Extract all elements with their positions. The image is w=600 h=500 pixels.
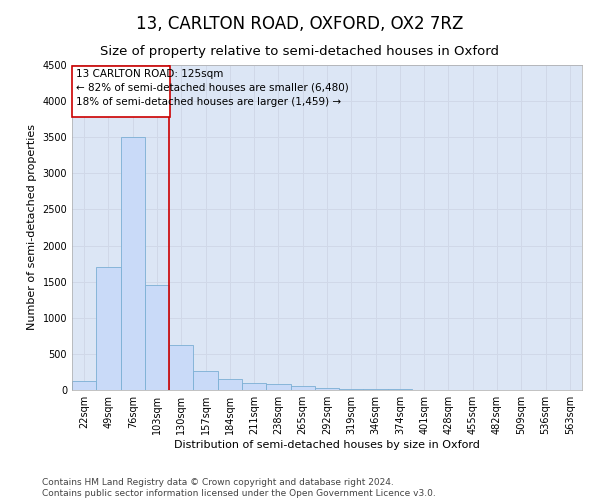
Bar	[339, 388, 364, 390]
Bar	[290, 386, 315, 390]
Text: 13 CARLTON ROAD: 125sqm: 13 CARLTON ROAD: 125sqm	[76, 70, 224, 80]
Bar	[96, 267, 121, 390]
Bar	[315, 388, 339, 390]
Text: Contains HM Land Registry data © Crown copyright and database right 2024.
Contai: Contains HM Land Registry data © Crown c…	[42, 478, 436, 498]
Bar	[121, 137, 145, 390]
Text: 13, CARLTON ROAD, OXFORD, OX2 7RZ: 13, CARLTON ROAD, OXFORD, OX2 7RZ	[136, 15, 464, 33]
Text: ← 82% of semi-detached houses are smaller (6,480): ← 82% of semi-detached houses are smalle…	[76, 82, 349, 92]
Bar	[169, 345, 193, 390]
Bar	[242, 383, 266, 390]
X-axis label: Distribution of semi-detached houses by size in Oxford: Distribution of semi-detached houses by …	[174, 440, 480, 450]
Text: Size of property relative to semi-detached houses in Oxford: Size of property relative to semi-detach…	[101, 45, 499, 58]
Text: 18% of semi-detached houses are larger (1,459) →: 18% of semi-detached houses are larger (…	[76, 97, 341, 107]
Y-axis label: Number of semi-detached properties: Number of semi-detached properties	[27, 124, 37, 330]
Bar	[266, 384, 290, 390]
Bar	[193, 370, 218, 390]
Bar	[72, 382, 96, 390]
Bar	[218, 379, 242, 390]
Bar	[145, 286, 169, 390]
FancyBboxPatch shape	[73, 66, 170, 117]
